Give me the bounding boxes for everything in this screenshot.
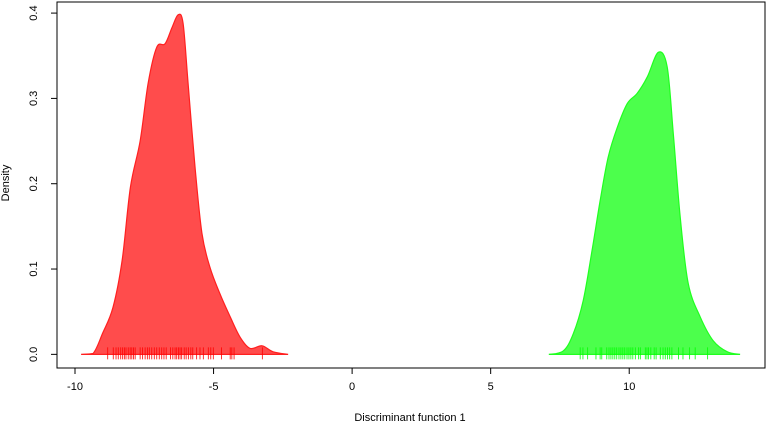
density-area-1 [81, 13, 289, 355]
y-axis-title: Density [0, 164, 12, 201]
plot-frame [56, 1, 766, 369]
rug-layer [107, 347, 709, 360]
series-layer [81, 13, 741, 355]
x-tick-label: -5 [209, 381, 219, 393]
x-tick-label: 10 [623, 381, 635, 393]
x-tick-label: -10 [67, 381, 83, 393]
y-tick-label: 0.1 [28, 261, 40, 276]
y-tick-label: 0.0 [28, 347, 40, 362]
y-tick-label: 0.4 [28, 5, 40, 20]
y-tick-label: 0.3 [28, 91, 40, 106]
y-axis: 0.0 0.1 0.2 0.3 0.4 [28, 5, 57, 362]
y-tick-label: 0.2 [28, 176, 40, 191]
density-area-2 [548, 51, 741, 355]
x-axis: -10 -5 0 5 10 [67, 368, 635, 393]
x-tick-label: 0 [349, 381, 355, 393]
x-axis-title: Discriminant function 1 [354, 412, 465, 423]
x-tick-label: 5 [488, 381, 494, 393]
